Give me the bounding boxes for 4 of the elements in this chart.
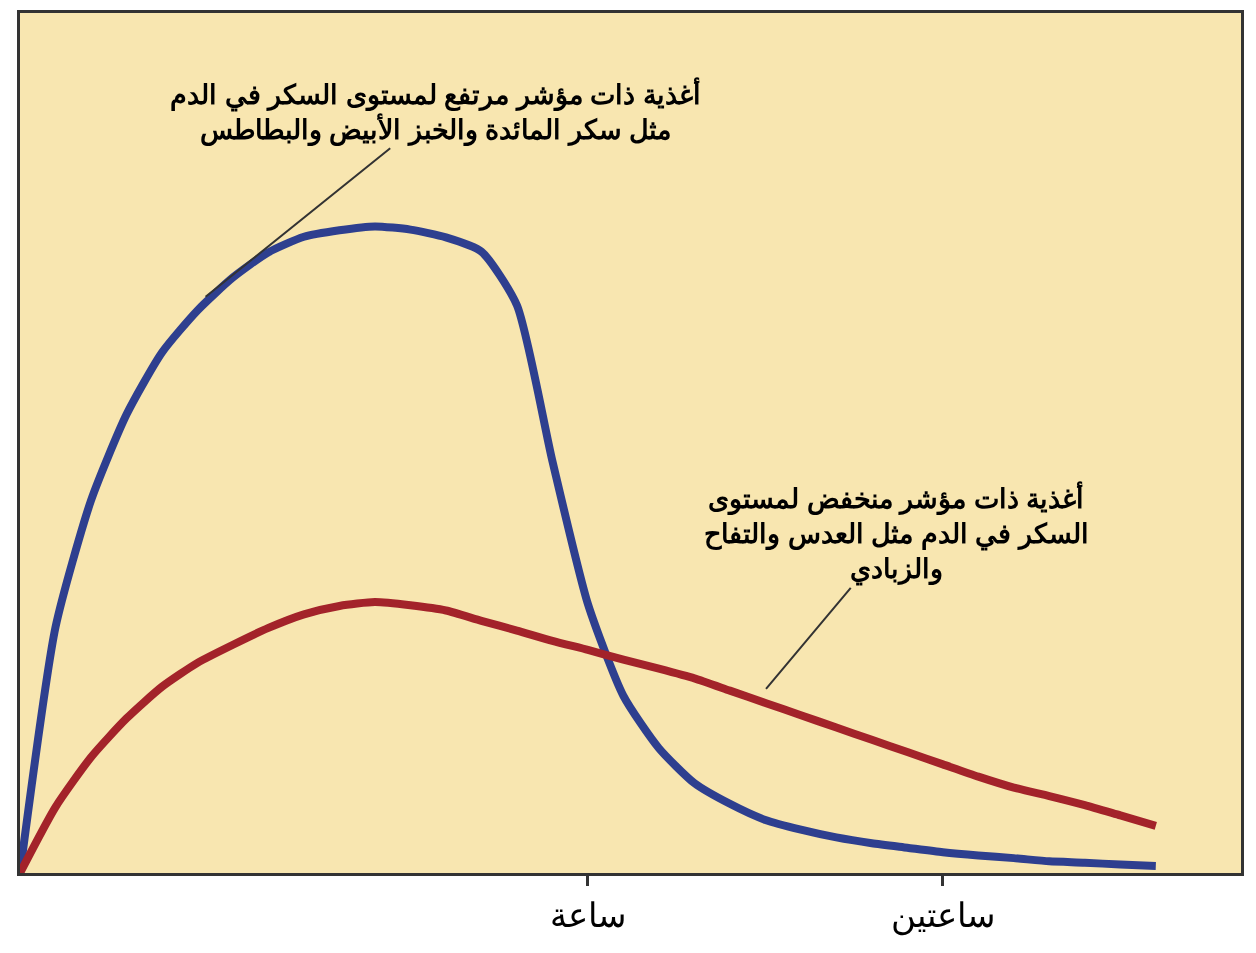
x-tick-label: ساعتين	[890, 895, 995, 936]
text: أغذية ذات مؤشر مرتفع لمستوى السكر في الدم مثل سكر المائدة والخبز الأبيض والبطاطس	[170, 77, 701, 148]
annotation: أغذية ذات مؤشر منخفض لمستوى السكر في الدم مثل العدس والتفاح والزبادي	[704, 481, 1089, 587]
x-tick-label: ساعة	[549, 895, 626, 934]
